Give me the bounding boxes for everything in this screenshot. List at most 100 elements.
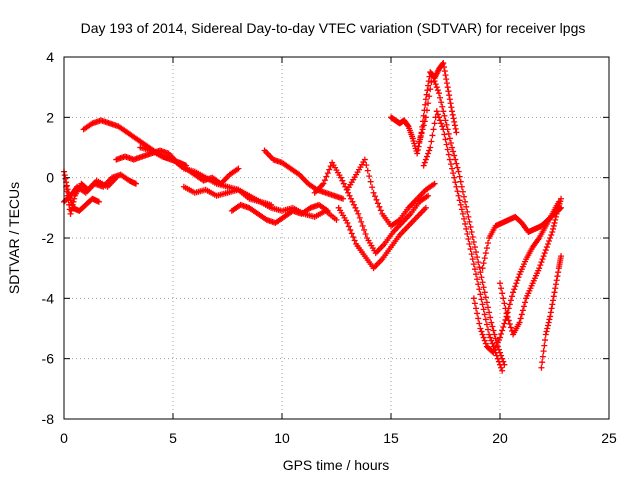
data-point: [515, 274, 522, 281]
data-point: [450, 170, 457, 177]
data-point: [470, 261, 477, 268]
data-point: [64, 192, 71, 199]
data-point: [480, 334, 487, 341]
data-point: [543, 328, 550, 335]
data-point: [429, 132, 436, 139]
data-point: [476, 320, 483, 327]
data-point: [468, 228, 475, 235]
data-point: [479, 301, 486, 308]
data-point: [547, 235, 554, 241]
data-point: [548, 305, 555, 312]
data-point: [492, 335, 499, 342]
data-point: [437, 117, 444, 124]
data-point: [458, 183, 465, 190]
data-point: [323, 173, 330, 180]
data-point: [426, 93, 433, 100]
data-point: [481, 311, 488, 318]
data-point: [376, 203, 383, 210]
data-point: [451, 122, 458, 129]
data-point: [482, 316, 489, 323]
data-point: [487, 334, 494, 341]
data-point: [498, 364, 505, 371]
data-point: [132, 180, 139, 187]
data-point: [344, 219, 351, 226]
data-point: [451, 174, 458, 181]
data-point: [443, 141, 450, 148]
y-tick-labels: -8 -6 -4 -2 0 2 4: [42, 49, 55, 427]
data-point: [445, 88, 452, 95]
data-point: [449, 111, 456, 118]
data-point: [438, 120, 445, 127]
data-point: [443, 121, 450, 128]
data-point: [479, 265, 486, 272]
data-point: [554, 273, 561, 280]
x-tick-label: 20: [492, 430, 508, 446]
data-point: [235, 165, 242, 172]
data-point: [549, 228, 556, 235]
data-point: [552, 281, 559, 288]
data-point: [474, 254, 481, 261]
data-point: [511, 286, 518, 293]
data-point: [364, 167, 371, 174]
data-point: [541, 250, 548, 257]
data-point: [549, 301, 556, 308]
data-point: [435, 114, 442, 121]
data-point: [462, 198, 469, 205]
data-point: [506, 320, 513, 327]
data-point: [539, 256, 546, 263]
data-point: [550, 297, 557, 304]
data-point: [522, 299, 529, 306]
data-point: [339, 177, 346, 184]
data-point: [495, 358, 502, 365]
data-point: [470, 239, 477, 246]
data-point: [550, 222, 557, 229]
data-point: [551, 219, 558, 226]
data-point: [474, 310, 481, 317]
data-point: [480, 260, 487, 267]
data-point: [425, 192, 432, 199]
data-point: [547, 313, 554, 320]
data-point: [458, 206, 465, 213]
data-point: [501, 300, 508, 307]
y-tick-label: 0: [46, 170, 54, 186]
data-point: [426, 147, 433, 154]
data-point: [485, 304, 492, 311]
data-point: [361, 226, 368, 233]
data-point: [499, 367, 506, 374]
data-point: [440, 60, 447, 67]
data-point: [377, 207, 384, 214]
data-point: [345, 223, 352, 230]
data-point: [481, 337, 488, 344]
data-point: [373, 196, 380, 203]
data-point: [437, 94, 444, 101]
data-point: [446, 156, 453, 163]
data-point: [414, 147, 421, 154]
data-point: [369, 184, 376, 191]
data-point: [446, 92, 453, 99]
series-arc-3: [63, 174, 120, 217]
data-point: [417, 134, 424, 141]
data-point: [519, 307, 526, 314]
data-point: [493, 352, 500, 359]
data-point: [498, 285, 505, 292]
data-point: [434, 111, 441, 118]
data-point: [468, 251, 475, 258]
data-point: [467, 223, 474, 230]
data-point: [471, 244, 478, 251]
data-point: [445, 151, 452, 158]
data-point: [439, 103, 446, 110]
data-point: [346, 192, 353, 199]
series-arc-11: [335, 204, 429, 272]
data-point: [415, 143, 422, 150]
data-point: [546, 238, 553, 245]
chart-title: Day 193 of 2014, Sidereal Day-to-day VTE…: [81, 20, 586, 36]
data-point: [453, 183, 460, 190]
data-point: [479, 279, 486, 286]
data-point: [459, 188, 466, 195]
data-point: [520, 303, 527, 310]
data-point: [61, 172, 68, 179]
data-point: [542, 247, 549, 254]
data-point: [540, 348, 547, 355]
data-point: [473, 305, 480, 312]
data-point: [447, 139, 454, 146]
